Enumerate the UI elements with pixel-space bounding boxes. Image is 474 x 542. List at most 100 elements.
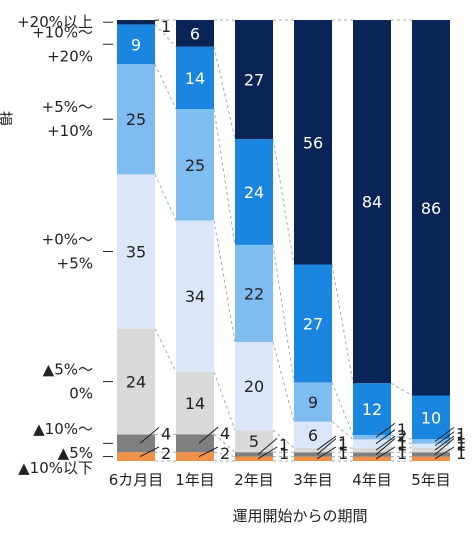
connector-line xyxy=(272,244,295,383)
label-leader xyxy=(375,438,396,455)
label-leader xyxy=(198,446,219,457)
label-leader xyxy=(434,438,455,455)
connector-line xyxy=(272,429,295,449)
bar-segment xyxy=(412,20,450,396)
data-label: 14 xyxy=(185,394,205,413)
connector-line xyxy=(331,421,354,440)
connector-line xyxy=(213,371,236,431)
x-tick-label: 3年目 xyxy=(293,471,333,489)
data-label: 34 xyxy=(185,287,205,306)
label-leader xyxy=(434,431,455,447)
bar-segment xyxy=(235,341,273,431)
data-label: 84 xyxy=(362,193,382,212)
label-leader xyxy=(316,438,337,455)
data-label: 1 xyxy=(456,444,466,463)
data-label: 9 xyxy=(131,35,141,54)
bar-segment xyxy=(235,430,273,453)
bar-segment xyxy=(353,448,391,453)
x-tick-labels: 6カ月目 1年目 2年目 3年目 4年目 5年目 xyxy=(109,471,451,489)
bar-segment xyxy=(294,452,332,457)
x-tick-label: 6カ月目 xyxy=(109,471,164,489)
bar-segment xyxy=(294,447,332,453)
x-tick-label: 2年目 xyxy=(234,471,274,489)
bar-segment xyxy=(235,456,273,461)
bar-segment xyxy=(353,383,391,436)
bar-segment xyxy=(235,452,273,457)
bar-segment xyxy=(235,139,273,245)
data-label: 2 xyxy=(161,444,171,463)
category-range-labels: +20%以上+10%〜+20% +5%〜+10% +0%〜+5% ▲5%〜 0% ▲10%… xyxy=(17,13,113,477)
bar-segment xyxy=(412,456,450,461)
label-leader xyxy=(375,422,396,438)
label-leader xyxy=(375,435,396,451)
bar-segment xyxy=(117,452,155,461)
bar-segment xyxy=(412,439,450,444)
data-label: 1 xyxy=(338,435,348,454)
label-leader xyxy=(434,446,455,460)
data-label: 1 xyxy=(456,435,466,454)
bar-segment xyxy=(235,244,273,342)
data-label: 6 xyxy=(190,24,200,43)
range-label: ▲5%〜 0% xyxy=(43,361,93,403)
bar-segment xyxy=(412,447,450,453)
range-label: ▲10%以下 xyxy=(18,459,93,477)
data-label: 5 xyxy=(249,432,259,451)
bar-segment xyxy=(412,443,450,448)
data-label: 4 xyxy=(220,424,230,443)
connector-line xyxy=(154,328,177,373)
bar-segment xyxy=(117,20,155,25)
bar-segment xyxy=(117,64,155,175)
data-label: 25 xyxy=(126,110,146,129)
bar-segment xyxy=(353,456,391,461)
connector-line xyxy=(154,63,177,110)
data-label: 1 xyxy=(279,444,289,463)
label-leader xyxy=(257,438,278,455)
data-label: 1 xyxy=(456,424,466,443)
x-tick-label: 5年目 xyxy=(411,471,451,489)
bar-segment xyxy=(294,456,332,461)
bar-segment xyxy=(176,109,214,221)
data-label: 1 xyxy=(279,435,289,454)
label-leader xyxy=(434,435,455,451)
connector-line xyxy=(390,382,413,396)
label-leader xyxy=(139,426,160,444)
connector-line xyxy=(213,46,236,140)
data-label: 1 xyxy=(338,433,348,452)
label-leader xyxy=(139,446,160,458)
data-label: 27 xyxy=(303,314,323,333)
data-label: 1 xyxy=(161,17,171,36)
connector-line xyxy=(213,220,236,343)
bar-segment xyxy=(117,328,155,435)
data-label: 20 xyxy=(244,377,264,396)
bar-segment xyxy=(117,24,155,65)
bar-segment xyxy=(294,382,332,422)
data-label: 2 xyxy=(220,444,230,463)
label-leader xyxy=(316,446,337,460)
connector-line xyxy=(272,341,295,422)
connector-line xyxy=(154,24,177,48)
connector-line xyxy=(272,138,295,265)
bar-segment xyxy=(353,20,391,384)
bar-segment xyxy=(353,439,391,449)
label-leader xyxy=(257,446,278,460)
range-label: +10%〜+20% xyxy=(32,23,93,65)
connector-lines xyxy=(154,19,413,462)
segment-labels: 2424352591241434251461152022242711169275… xyxy=(126,17,466,463)
x-axis-title: 運用開始からの期間 xyxy=(232,507,367,525)
bar-segment xyxy=(412,395,450,440)
connector-line xyxy=(213,109,236,245)
connector-line xyxy=(213,433,236,453)
y-axis-title: 損益状況毎のお客様の割合（％） xyxy=(0,109,13,127)
data-label: 35 xyxy=(126,243,146,262)
range-label: ▲10%〜▲5% xyxy=(33,420,93,462)
data-label: 10 xyxy=(421,408,441,427)
bar-segment xyxy=(294,20,332,265)
bar-segment xyxy=(412,452,450,457)
data-label: 1 xyxy=(397,420,407,439)
bar-segment xyxy=(294,264,332,383)
label-leader xyxy=(316,435,337,451)
connector-line xyxy=(331,264,354,384)
data-label: 25 xyxy=(185,156,205,175)
data-label: 4 xyxy=(161,424,171,443)
